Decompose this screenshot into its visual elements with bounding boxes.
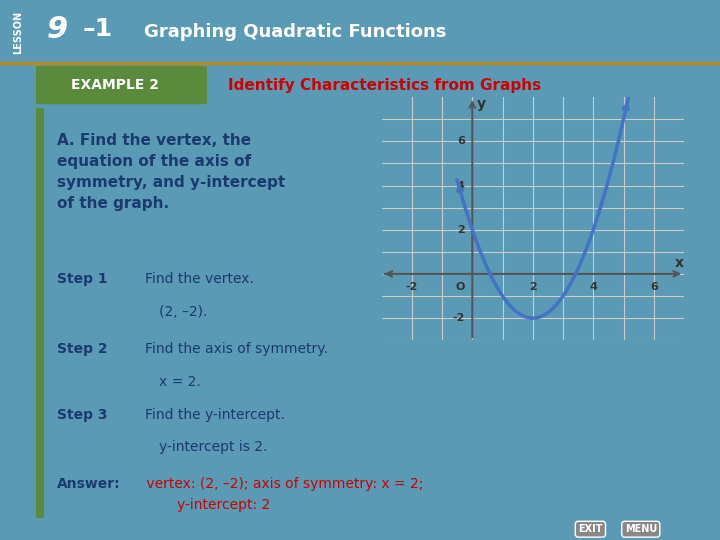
Text: –1: –1 <box>83 17 113 41</box>
Text: Identify Characteristics from Graphs: Identify Characteristics from Graphs <box>228 78 541 92</box>
Text: Graphing Quadratic Functions: Graphing Quadratic Functions <box>144 23 446 42</box>
Text: MENU: MENU <box>625 524 657 534</box>
Text: 6: 6 <box>650 282 657 292</box>
Text: Answer:: Answer: <box>56 477 120 491</box>
Text: x = 2.: x = 2. <box>159 375 201 389</box>
Text: EXIT: EXIT <box>578 524 603 534</box>
Text: (2, –2).: (2, –2). <box>159 305 207 319</box>
Text: -2: -2 <box>405 282 418 292</box>
Text: 2: 2 <box>457 225 465 235</box>
Text: A. Find the vertex, the
equation of the axis of
symmetry, and y-intercept
of the: A. Find the vertex, the equation of the … <box>56 133 285 211</box>
Text: 4: 4 <box>590 282 597 292</box>
Text: 2: 2 <box>529 282 536 292</box>
Text: -2: -2 <box>452 313 465 323</box>
Text: y: y <box>477 97 486 111</box>
Text: Find the y-intercept.: Find the y-intercept. <box>145 408 285 422</box>
Text: x: x <box>675 255 684 269</box>
Text: LESSON: LESSON <box>13 11 23 54</box>
Bar <box>36 108 44 518</box>
Text: O: O <box>455 282 465 292</box>
Text: 9: 9 <box>47 15 68 44</box>
Text: 6: 6 <box>457 137 465 146</box>
Text: Step 1: Step 1 <box>56 272 107 286</box>
Text: Step 2: Step 2 <box>56 342 107 356</box>
Text: 4: 4 <box>457 180 465 191</box>
Text: Step 3: Step 3 <box>56 408 107 422</box>
Text: EXAMPLE 2: EXAMPLE 2 <box>71 78 158 92</box>
Text: y-intercept is 2.: y-intercept is 2. <box>159 441 268 455</box>
Text: Find the vertex.: Find the vertex. <box>145 272 254 286</box>
FancyBboxPatch shape <box>29 66 207 104</box>
Text: Find the axis of symmetry.: Find the axis of symmetry. <box>145 342 328 356</box>
Text: vertex: (2, –2); axis of symmetry: x = 2;
        y-intercept: 2: vertex: (2, –2); axis of symmetry: x = 2… <box>142 477 423 512</box>
